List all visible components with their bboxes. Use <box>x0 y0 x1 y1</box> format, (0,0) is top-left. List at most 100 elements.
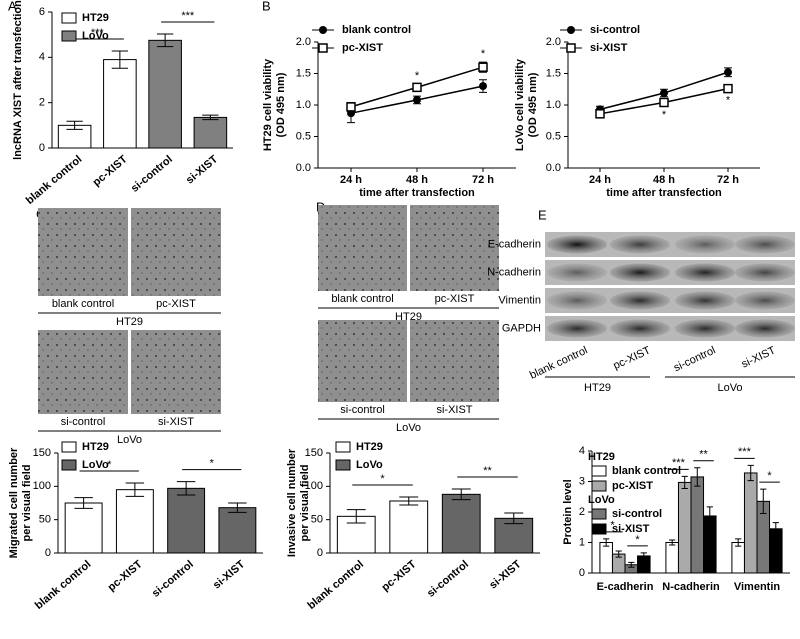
x-tick-label: 72 h <box>472 174 494 186</box>
significance-label: * <box>107 459 112 471</box>
error-bar <box>681 475 688 490</box>
x-tick-label: si-XIST <box>211 558 247 591</box>
x-tick-label: 72 h <box>717 174 739 186</box>
blot-band <box>610 291 670 310</box>
legend-label: pc-XIST <box>342 42 383 54</box>
legend-label: HT29 <box>356 441 383 453</box>
y-axis-label: per visual field <box>21 464 33 541</box>
significance-label: *** <box>91 27 105 39</box>
y-tick-label: 2.0 <box>296 36 311 48</box>
y-tick-label: 1.0 <box>296 99 311 111</box>
error-bar <box>66 120 83 130</box>
legend-swatch <box>61 30 77 42</box>
y-axis-label: (OD 495 nm) <box>527 72 539 137</box>
legend-swatch <box>61 12 77 24</box>
y-axis-label: Migrated cell number <box>8 447 20 558</box>
y-axis-label: HT29 cell viability <box>262 58 274 151</box>
y-tick-label: 2 <box>579 506 585 518</box>
y-tick-label: 0.0 <box>296 162 311 174</box>
error-bar <box>156 33 174 48</box>
blot-column-label: si-control <box>672 344 718 374</box>
blot-row-label: E-cadherin <box>488 238 541 250</box>
y-tick-label: 150 <box>305 447 323 459</box>
y-tick-label: 50 <box>39 514 51 526</box>
x-tick-label: si-XIST <box>184 153 220 186</box>
point <box>659 97 669 108</box>
y-tick-label: 1.5 <box>546 67 561 79</box>
bar <box>441 493 481 554</box>
error-bar <box>603 538 610 547</box>
image-label: blank control <box>52 298 114 310</box>
legend-group: HT29 <box>588 451 615 463</box>
blot-band <box>735 319 795 338</box>
y-tick-label: 1 <box>579 536 585 548</box>
significance-label: *** <box>738 446 752 458</box>
legend-label: HT29 <box>82 12 109 24</box>
error-bar <box>615 550 622 558</box>
x-tick-label: si-XIST <box>487 558 523 591</box>
bar <box>690 476 705 574</box>
y-tick-label: 6 <box>39 6 45 18</box>
group-label: LoVo <box>717 382 742 394</box>
y-tick-label: 2.0 <box>546 36 561 48</box>
bar <box>167 487 206 554</box>
group-label: HT29 <box>395 311 422 323</box>
error-bar <box>228 502 247 513</box>
significance-label: ** <box>483 465 492 477</box>
x-axis-label: time after transfection <box>359 187 475 199</box>
bar <box>743 472 758 574</box>
error-bar <box>346 509 366 524</box>
x-tick-label: blank control <box>33 558 94 612</box>
significance-label: * <box>415 70 420 82</box>
blot-column-label: blank control <box>528 344 590 381</box>
bar <box>218 507 257 554</box>
legend-label: LoVo <box>82 30 109 42</box>
y-tick-label: 0.0 <box>546 162 561 174</box>
blot-band <box>610 263 670 282</box>
x-tick-label: si-control <box>129 153 175 194</box>
legend-label: blank control <box>612 465 681 477</box>
point <box>660 89 668 98</box>
legend-swatch <box>61 459 77 471</box>
panel-letter: B <box>262 0 271 13</box>
x-tick-label: pc-XIST <box>106 558 145 594</box>
group-label: LoVo <box>117 434 142 446</box>
y-tick-label: 100 <box>33 480 51 492</box>
significance-label: ** <box>699 449 708 461</box>
micrograph-texture <box>318 205 407 291</box>
image-label: blank control <box>331 293 393 305</box>
blot-band <box>675 235 735 254</box>
y-tick-label: 1.5 <box>296 67 311 79</box>
blot-band <box>547 319 607 338</box>
blot-column-label: si-XIST <box>740 344 778 370</box>
y-axis-label: (OD 495 nm) <box>275 72 287 137</box>
x-tick-label: si-control <box>150 558 196 599</box>
significance-label: *** <box>672 457 686 469</box>
legend-swatch <box>591 465 607 477</box>
y-axis-label: per visual field <box>299 464 311 541</box>
y-tick-label: 50 <box>311 514 323 526</box>
micrograph-texture <box>38 208 128 296</box>
y-tick-label: 0.5 <box>546 130 561 142</box>
error-bar <box>125 482 145 497</box>
legend-swatch <box>591 523 607 535</box>
y-tick-label: 100 <box>305 480 323 492</box>
legend-label: LoVo <box>356 459 383 471</box>
legend-marker <box>566 43 576 53</box>
significance-label: * <box>481 48 486 60</box>
legend-label: si-control <box>612 508 662 520</box>
micrograph-texture <box>131 208 221 296</box>
bar <box>665 542 679 574</box>
legend-swatch <box>335 459 351 471</box>
blot-band <box>610 235 670 254</box>
significance-label: * <box>767 470 772 482</box>
legend-marker <box>319 26 327 34</box>
point <box>479 82 487 91</box>
legend-label: si-XIST <box>590 42 628 54</box>
error-bar <box>628 561 635 568</box>
blot-row-label: GAPDH <box>502 322 541 334</box>
blot-row-label: N-cadherin <box>487 266 541 278</box>
legend-label: si-XIST <box>612 523 650 535</box>
image-label: pc-XIST <box>435 293 475 305</box>
